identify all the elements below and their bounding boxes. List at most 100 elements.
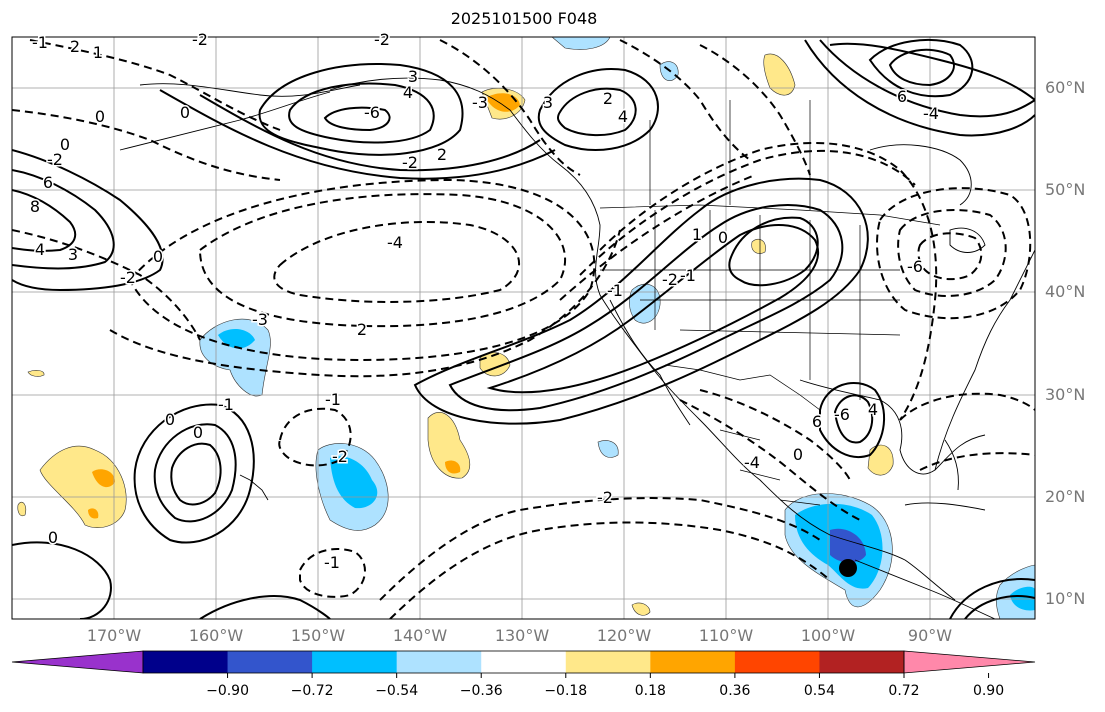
contour-trough-1 <box>599 141 938 421</box>
contour-label: -1 <box>607 281 623 300</box>
lon-label: 90°W <box>907 626 953 645</box>
lat-label: 30°N <box>1045 385 1086 404</box>
contour-mexico-dashed-2 <box>699 389 851 481</box>
contour-label: 0 <box>180 103 190 122</box>
contour-canada-high-4 <box>819 39 1035 118</box>
canada-provinces <box>649 100 811 210</box>
contour-carib-1 <box>949 578 1035 619</box>
lat-label: 40°N <box>1045 282 1086 301</box>
contour-canada-high-5 <box>804 39 1035 137</box>
contour-label: 2 <box>357 320 367 339</box>
colorbar <box>11 650 1036 678</box>
contour-label: -3 <box>252 310 268 329</box>
contour-label: 0 <box>165 410 175 429</box>
colorbar-tick-label: −0.36 <box>459 683 503 699</box>
contour-label: 0 <box>95 107 105 126</box>
contour-label: 0 <box>793 445 803 464</box>
contour-gulf-alaska-2 <box>556 87 637 136</box>
shaded-regions <box>17 37 1035 619</box>
contour-low-small-2 <box>299 548 366 598</box>
yellow-region-mid <box>427 412 471 479</box>
contour-label: -2 <box>402 153 418 172</box>
colorbar-tick-label: 0.18 <box>634 683 666 699</box>
solid-contours <box>12 39 1035 619</box>
contour-trough-3 <box>559 174 756 301</box>
colorbar-tick-label: 0.36 <box>719 683 751 699</box>
colorbar-swatch <box>143 651 229 673</box>
contour-canada-high-3 <box>888 48 955 87</box>
contour-west-dashed-2 <box>12 109 281 181</box>
colorbar-extend-max <box>903 650 1036 674</box>
contour-label: -1 <box>680 266 696 285</box>
contour-atlantic-1 <box>899 392 1035 421</box>
contour-west-pac-1 <box>12 149 164 292</box>
lat-label: 50°N <box>1045 180 1086 199</box>
yellow-region-small2 <box>631 602 651 616</box>
lat-label: 10°N <box>1045 589 1086 608</box>
contour-top-dashed-1 <box>439 39 581 176</box>
baja-california <box>609 299 691 426</box>
contour-atlantic-2 <box>919 452 1035 471</box>
yellow-region-hawaii <box>39 445 127 529</box>
contour-label: -2 <box>662 270 678 289</box>
map-title: 2025101500 F048 <box>450 9 598 28</box>
contour-ridge-2 <box>448 204 844 412</box>
contour-label: 6 <box>43 173 53 192</box>
cuba <box>904 502 986 511</box>
orange-core-alaska <box>486 93 520 112</box>
contour-label: 2 <box>70 37 80 56</box>
colorbar-tick-label: 0.54 <box>803 683 836 699</box>
contour-label: 4 <box>403 83 413 102</box>
lon-label: 170°W <box>86 626 142 645</box>
contour-label: -4 <box>744 453 760 472</box>
contour-label: 0 <box>60 135 70 154</box>
contour-bottom-wave-2 <box>389 521 831 619</box>
contour-top-dashed-3 <box>699 44 811 176</box>
contour-south-1 <box>12 541 112 619</box>
colorbar-tick-label: −0.54 <box>375 683 419 699</box>
contour-hawaii-1 <box>133 403 255 544</box>
contour-label: 0 <box>153 247 163 266</box>
contour-label: 1 <box>93 43 103 62</box>
mexico-states <box>719 429 821 506</box>
yellow-region-small4 <box>27 370 45 377</box>
florida <box>944 439 959 491</box>
contour-labels: 2 1-20 00-284 3 0-263-64-22-4-3234-2-10-2-10… <box>28 29 940 574</box>
lat-label: 20°N <box>1045 487 1086 506</box>
colorbar-tick-label: −0.72 <box>290 683 334 699</box>
contour-label: -4 <box>923 104 939 123</box>
contour-label: -1 <box>32 33 48 52</box>
hawaii <box>239 474 269 501</box>
contour-label: 4 <box>35 240 45 259</box>
contour-label: 0 <box>193 423 203 442</box>
contour-label: 0 <box>718 228 728 247</box>
yellow-region-canada <box>763 53 796 96</box>
contour-label: -1 <box>324 553 340 572</box>
contour-label: 2 <box>437 145 447 164</box>
lon-label: 120°W <box>596 626 652 645</box>
blue-core-hawaii-north <box>218 328 255 349</box>
hudson-bay <box>869 144 972 206</box>
contour-east-low-1 <box>876 187 1032 320</box>
colorbar-tick-label: 0.90 <box>972 683 1005 699</box>
contour-label: -1 <box>325 390 341 409</box>
contour-top-dashed-2 <box>619 39 751 161</box>
contour-ridge-3 <box>486 224 820 394</box>
orange-core-hawaii2 <box>88 508 99 519</box>
contour-label: -1 <box>218 395 234 414</box>
contour-alaska-high-1 <box>258 63 464 156</box>
contour-east-low-2 <box>897 209 1007 297</box>
contour-label: 6 <box>812 412 822 431</box>
storm-marker-dot <box>839 559 857 577</box>
yellow-region-gulfmex <box>867 444 894 476</box>
contour-ridge-4 <box>728 216 819 287</box>
contour-alaska-high-3 <box>323 106 391 132</box>
contour-south-2 <box>199 595 331 619</box>
lon-label: 130°W <box>494 626 550 645</box>
purple-core-mexico <box>830 528 866 563</box>
orange-core-hawaii <box>92 469 115 488</box>
us-mexico-border <box>664 364 821 411</box>
contour-gulf-low-1 <box>819 381 886 458</box>
orange-core-mid <box>445 460 461 474</box>
